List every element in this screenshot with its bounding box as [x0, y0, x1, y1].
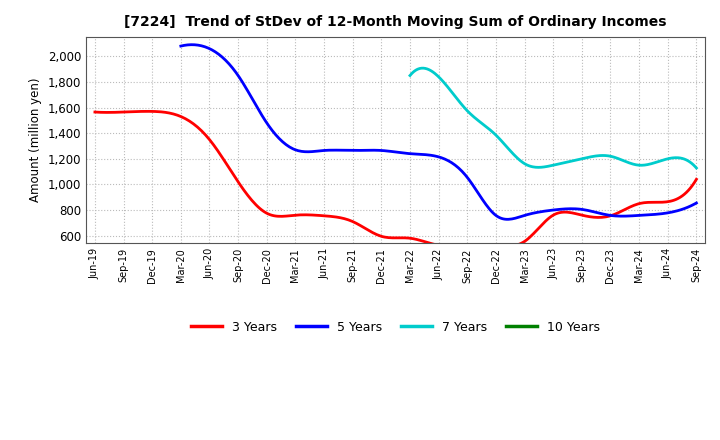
3 Years	[91, 110, 99, 115]
7 Years	[648, 161, 657, 166]
7 Years	[576, 157, 585, 162]
3 Years	[143, 109, 151, 114]
5 Years	[494, 214, 503, 220]
5 Years	[176, 44, 185, 49]
7 Years	[692, 165, 701, 171]
5 Years	[614, 213, 623, 219]
7 Years	[577, 156, 586, 161]
3 Years	[93, 110, 102, 115]
3 Years	[451, 243, 459, 249]
5 Years	[692, 200, 701, 205]
7 Years	[405, 73, 414, 78]
7 Years	[418, 66, 427, 71]
7 Years	[666, 156, 675, 161]
Title: [7224]  Trend of StDev of 12-Month Moving Sum of Ordinary Incomes: [7224] Trend of StDev of 12-Month Moving…	[125, 15, 667, 29]
7 Years	[582, 155, 590, 161]
5 Years	[647, 212, 656, 217]
5 Years	[179, 43, 187, 48]
7 Years	[407, 72, 415, 77]
Line: 7 Years: 7 Years	[410, 68, 696, 168]
3 Years	[692, 176, 701, 182]
Line: 3 Years: 3 Years	[95, 111, 696, 246]
Y-axis label: Amount (million yen): Amount (million yen)	[30, 78, 42, 202]
3 Years	[640, 200, 649, 205]
3 Years	[453, 243, 462, 249]
3 Years	[463, 242, 472, 248]
3 Years	[602, 214, 611, 220]
3 Years	[446, 243, 455, 249]
5 Years	[187, 42, 196, 48]
5 Years	[503, 216, 511, 222]
5 Years	[483, 204, 492, 209]
Legend: 3 Years, 5 Years, 7 Years, 10 Years: 3 Years, 5 Years, 7 Years, 10 Years	[186, 315, 606, 338]
Line: 5 Years: 5 Years	[181, 45, 696, 219]
5 Years	[485, 206, 494, 212]
